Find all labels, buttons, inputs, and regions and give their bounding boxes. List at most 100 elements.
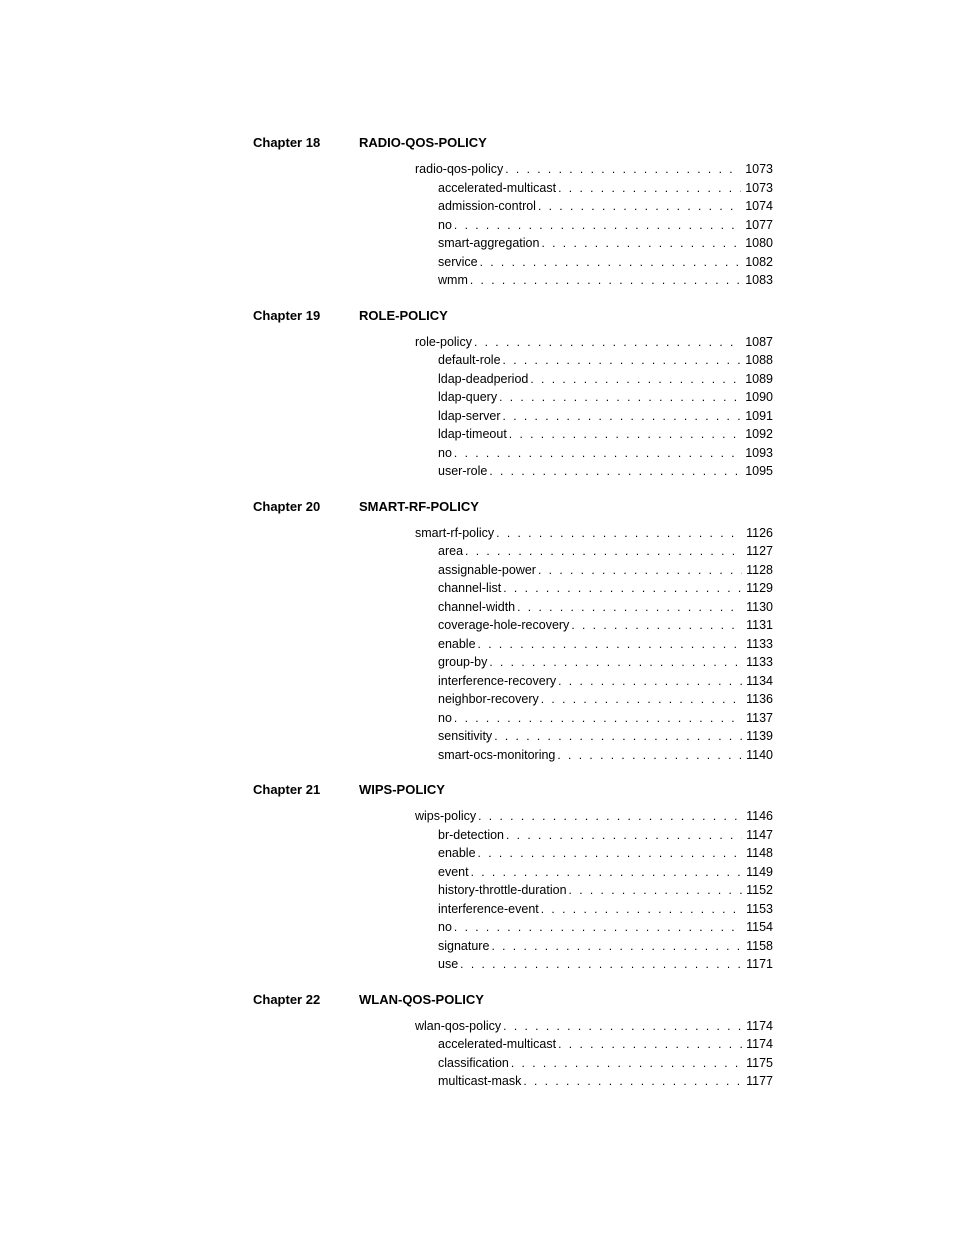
- toc-entry: smart-rf-policy1126: [415, 524, 773, 543]
- entry-label: accelerated-multicast: [438, 179, 556, 198]
- table-of-contents: Chapter 18RADIO-QOS-POLICY radio-qos-poli…: [253, 135, 773, 1109]
- entry-label: smart-ocs-monitoring: [438, 746, 555, 765]
- toc-sub-entry: ldap-query1090: [438, 388, 773, 407]
- dot-leader: [503, 407, 742, 426]
- dot-leader: [478, 844, 743, 863]
- dot-leader: [480, 253, 742, 272]
- dot-leader: [503, 351, 742, 370]
- dot-leader: [471, 863, 743, 882]
- chapter-block: Chapter 19ROLE-POLICYrole-policy1087defa…: [253, 308, 773, 481]
- toc-sub-entry: interference-event1153: [438, 900, 773, 919]
- dot-leader: [460, 955, 742, 974]
- entry-page-number: 1139: [744, 727, 773, 746]
- toc-sub-entry: channel-list 1129: [438, 579, 773, 598]
- entry-label: enable: [438, 635, 476, 654]
- entry-page-number: 1134: [744, 672, 773, 691]
- dot-leader: [538, 561, 742, 580]
- dot-leader: [523, 1072, 742, 1091]
- toc-sub-entry: admission-control1074: [438, 197, 773, 216]
- dot-leader: [558, 179, 741, 198]
- sub-entries-group: accelerated-multicast1073admission-contr…: [415, 179, 773, 290]
- entry-page-number: 1148: [744, 844, 773, 863]
- entries-group: wips-policy1146br-detection1147enable114…: [253, 807, 773, 974]
- entry-page-number: 1174: [744, 1035, 773, 1054]
- dot-leader: [454, 709, 742, 728]
- entry-label: radio-qos-policy: [415, 160, 503, 179]
- chapter-number: Chapter 20: [253, 499, 359, 514]
- toc-sub-entry: enable1148: [438, 844, 773, 863]
- entry-label: service: [438, 253, 478, 272]
- chapter-number: Chapter 19: [253, 308, 359, 323]
- entry-label: area: [438, 542, 463, 561]
- sub-entries-group: area1127assignable-power1128channel-list…: [415, 542, 773, 764]
- chapter-block: Chapter 18RADIO-QOS-POLICY radio-qos-poli…: [253, 135, 773, 290]
- toc-sub-entry: user-role 1095: [438, 462, 773, 481]
- dot-leader: [541, 690, 742, 709]
- dot-leader: [558, 672, 742, 691]
- dot-leader: [511, 1054, 742, 1073]
- document-page: Chapter 18RADIO-QOS-POLICY radio-qos-poli…: [0, 0, 954, 1235]
- dot-leader: [496, 524, 742, 543]
- entry-page-number: 1171: [744, 955, 773, 974]
- entry-label: user-role: [438, 462, 487, 481]
- entry-page-number: 1174: [744, 1017, 773, 1036]
- entry-page-number: 1092: [743, 425, 773, 444]
- entry-page-number: 1128: [744, 561, 773, 580]
- toc-sub-entry: default-role1088: [438, 351, 773, 370]
- entry-page-number: 1129: [744, 579, 773, 598]
- entry-page-number: 1074: [743, 197, 773, 216]
- chapter-title: ROLE-POLICY: [359, 308, 448, 323]
- chapter-block: Chapter 22WLAN-QOS-POLICYwlan-qos-policy…: [253, 992, 773, 1091]
- entry-label: multicast-mask: [438, 1072, 521, 1091]
- chapter-title: WIPS-POLICY: [359, 782, 445, 797]
- chapter-block: Chapter 20SMART-RF-POLICY smart-rf-policy…: [253, 499, 773, 765]
- chapter-number: Chapter 21: [253, 782, 359, 797]
- toc-sub-entry: history-throttle-duration1152: [438, 881, 773, 900]
- entry-page-number: 1090: [743, 388, 773, 407]
- dot-leader: [454, 216, 741, 235]
- entry-page-number: 1130: [744, 598, 773, 617]
- entry-label: channel-width: [438, 598, 515, 617]
- toc-sub-entry: group-by1133: [438, 653, 773, 672]
- entry-page-number: 1158: [744, 937, 773, 956]
- toc-sub-entry: no1077: [438, 216, 773, 235]
- dot-leader: [494, 727, 742, 746]
- entry-page-number: 1146: [744, 807, 773, 826]
- dot-leader: [465, 542, 742, 561]
- entry-page-number: 1091: [743, 407, 773, 426]
- dot-leader: [571, 616, 742, 635]
- dot-leader: [491, 937, 742, 956]
- toc-sub-entry: interference-recovery 1134: [438, 672, 773, 691]
- toc-sub-entry: smart-ocs-monitoring1140: [438, 746, 773, 765]
- entry-page-number: 1093: [743, 444, 773, 463]
- entry-label: interference-event: [438, 900, 539, 919]
- toc-sub-entry: accelerated-multicast1073: [438, 179, 773, 198]
- toc-sub-entry: classification1175: [438, 1054, 773, 1073]
- entry-page-number: 1089: [743, 370, 773, 389]
- dot-leader: [503, 1017, 742, 1036]
- entry-page-number: 1080: [743, 234, 773, 253]
- dot-leader: [454, 918, 742, 937]
- entry-label: channel-list: [438, 579, 501, 598]
- dot-leader: [541, 900, 742, 919]
- toc-sub-entry: smart-aggregation1080: [438, 234, 773, 253]
- toc-sub-entry: no1137: [438, 709, 773, 728]
- entry-label: wmm: [438, 271, 468, 290]
- dot-leader: [478, 635, 743, 654]
- entry-page-number: 1147: [744, 826, 773, 845]
- entries-group: radio-qos-policy1073accelerated-multicas…: [253, 160, 773, 290]
- toc-sub-entry: service 1082: [438, 253, 773, 272]
- entry-page-number: 1133: [744, 653, 773, 672]
- chapter-title: SMART-RF-POLICY: [359, 499, 479, 514]
- dot-leader: [478, 807, 742, 826]
- entry-label: interference-recovery: [438, 672, 556, 691]
- chapter-heading: Chapter 22WLAN-QOS-POLICY: [253, 992, 773, 1007]
- entry-page-number: 1082: [743, 253, 773, 272]
- toc-sub-entry: ldap-timeout1092: [438, 425, 773, 444]
- dot-leader: [517, 598, 742, 617]
- chapter-heading: Chapter 18RADIO-QOS-POLICY: [253, 135, 773, 150]
- entry-label: assignable-power: [438, 561, 536, 580]
- entry-page-number: 1149: [744, 863, 773, 882]
- entry-page-number: 1095: [743, 462, 773, 481]
- entry-page-number: 1133: [744, 635, 773, 654]
